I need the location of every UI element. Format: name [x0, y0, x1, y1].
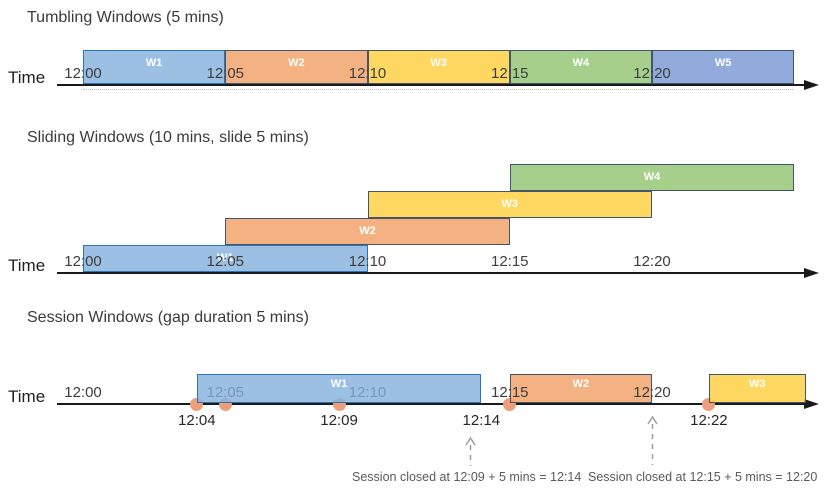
event-time-label: 12:04 [178, 412, 216, 429]
session-close-arrow-icon [465, 436, 476, 466]
event-time-label: 12:09 [320, 412, 358, 429]
window-label: W4 [572, 57, 590, 69]
sliding-windows-title: Sliding Windows (10 mins, slide 5 mins) [27, 129, 309, 146]
window-label: W5 [714, 57, 732, 69]
session-close-arrow-icon [647, 415, 658, 465]
axis-tick-label: 12:05 [206, 253, 245, 270]
time-axis [57, 272, 807, 274]
window-w3: W3 [367, 50, 510, 84]
session-close-annotation: Session closed at 12:15 + 5 mins = 12:20 [588, 470, 818, 484]
window-label: W1 [217, 252, 234, 264]
window-w4: W4 [509, 50, 652, 84]
window-label: W1 [145, 57, 163, 69]
axis-tick-label: 12:15 [490, 384, 529, 401]
axis-tick-label: 12:20 [633, 253, 671, 270]
window-w2: W2 [225, 218, 510, 245]
axis-tick-label: 12:15 [490, 65, 529, 82]
window-label: W1 [330, 378, 348, 390]
event-time-label: 12:22 [690, 412, 728, 429]
axis-tick-label: 12:00 [64, 253, 102, 270]
axis-tick-label: 12:00 [64, 65, 102, 82]
window-w4: W4 [509, 164, 795, 191]
window-label: W4 [643, 171, 661, 183]
session-windows-title: Session Windows (gap duration 5 mins) [27, 309, 309, 326]
time-axis [57, 84, 807, 86]
event-time-label: 12:14 [462, 412, 501, 429]
window-label: W3 [430, 57, 447, 69]
window-label: W2 [288, 57, 305, 69]
window-w1: W1 [83, 50, 226, 84]
session-close-annotation: Session closed at 12:09 + 5 mins = 12:14 [352, 470, 582, 484]
axis-tick-label: 12:00 [64, 384, 102, 401]
window-w1: W1 [196, 374, 482, 403]
window-w2: W2 [225, 50, 368, 84]
window-label: W3 [749, 378, 766, 390]
time-axis-label: Time [8, 387, 46, 406]
window-w3: W3 [367, 191, 652, 218]
axis-tick-label: 12:10 [348, 65, 387, 82]
window-w1: W1 [83, 245, 368, 272]
axis-arrowhead-icon [804, 80, 819, 90]
axis-arrowhead-icon [804, 399, 819, 409]
axis-tick-label: 12:10 [348, 253, 387, 270]
axis-tick-label: 12:20 [633, 65, 671, 82]
dotted-guide-line [83, 89, 793, 90]
window-label: W2 [572, 378, 590, 390]
axis-tick-label: 12:05 [206, 65, 245, 82]
window-label: W2 [359, 225, 376, 237]
time-axis-label: Time [8, 68, 46, 87]
window-label: W3 [501, 198, 519, 210]
time-axis-label: Time [8, 256, 46, 275]
time-axis [57, 403, 807, 405]
axis-tick-label: 12:20 [633, 384, 671, 401]
window-w3: W3 [708, 374, 806, 403]
axis-tick-label: 12:15 [490, 253, 529, 270]
window-w2: W2 [509, 374, 652, 403]
axis-arrowhead-icon [804, 268, 819, 278]
tumbling-windows-title: Tumbling Windows (5 mins) [27, 9, 224, 26]
window-w5: W5 [652, 50, 795, 84]
